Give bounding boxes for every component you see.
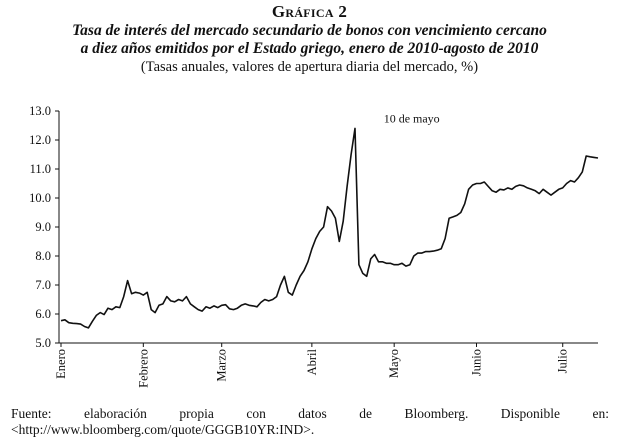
y-axis-ticks: 5.0 6.0 7.0 8.0 9.0 10.0 11.0 12.0 13.0 [29,104,59,350]
x-tick-label: Mayo [387,349,401,378]
y-tick-label: 7.0 [35,278,51,292]
x-tick-label: Marzo [215,349,229,382]
x-tick-label: Enero [54,349,68,379]
x-axis-ticks: EneroFebreroMarzoAbrilMayoJunioJulioAgos… [54,343,570,388]
x-tick-label: Julio [556,349,570,373]
chart-subtitle: (Tasas anuales, valores de apertura diar… [140,59,479,75]
y-tick-label: 5.0 [35,336,51,350]
y-tick-label: 8.0 [35,249,51,263]
y-tick-label: 10.0 [29,191,51,205]
chart-annotations: 10 de mayo [384,111,440,125]
y-tick-label: 12.0 [29,133,51,147]
y-tick-label: 9.0 [35,220,51,234]
chart-title-line-1: Tasa de interés del mercado secundario d… [72,22,547,39]
chart-header: Gráfica 2 Tasa de interés del mercado se… [0,2,619,76]
chart-series [60,127,599,329]
chart-title-line-2: a diez años emitidos por el Estado grieg… [80,40,539,57]
series-line [60,127,599,329]
figure-label: Gráfica 2 [271,2,348,21]
y-tick-label: 6.0 [35,307,51,321]
x-tick-label: Abril [305,348,319,375]
x-tick-label: Febrero [136,349,150,388]
x-tick-label: Junio [469,349,483,376]
source-note: Fuente: elaboración propia con datos de … [11,406,609,437]
peak-annotation: 10 de mayo [384,111,440,125]
y-tick-label: 11.0 [30,162,51,176]
y-tick-label: 13.0 [29,104,51,118]
chart-axes [58,111,598,344]
